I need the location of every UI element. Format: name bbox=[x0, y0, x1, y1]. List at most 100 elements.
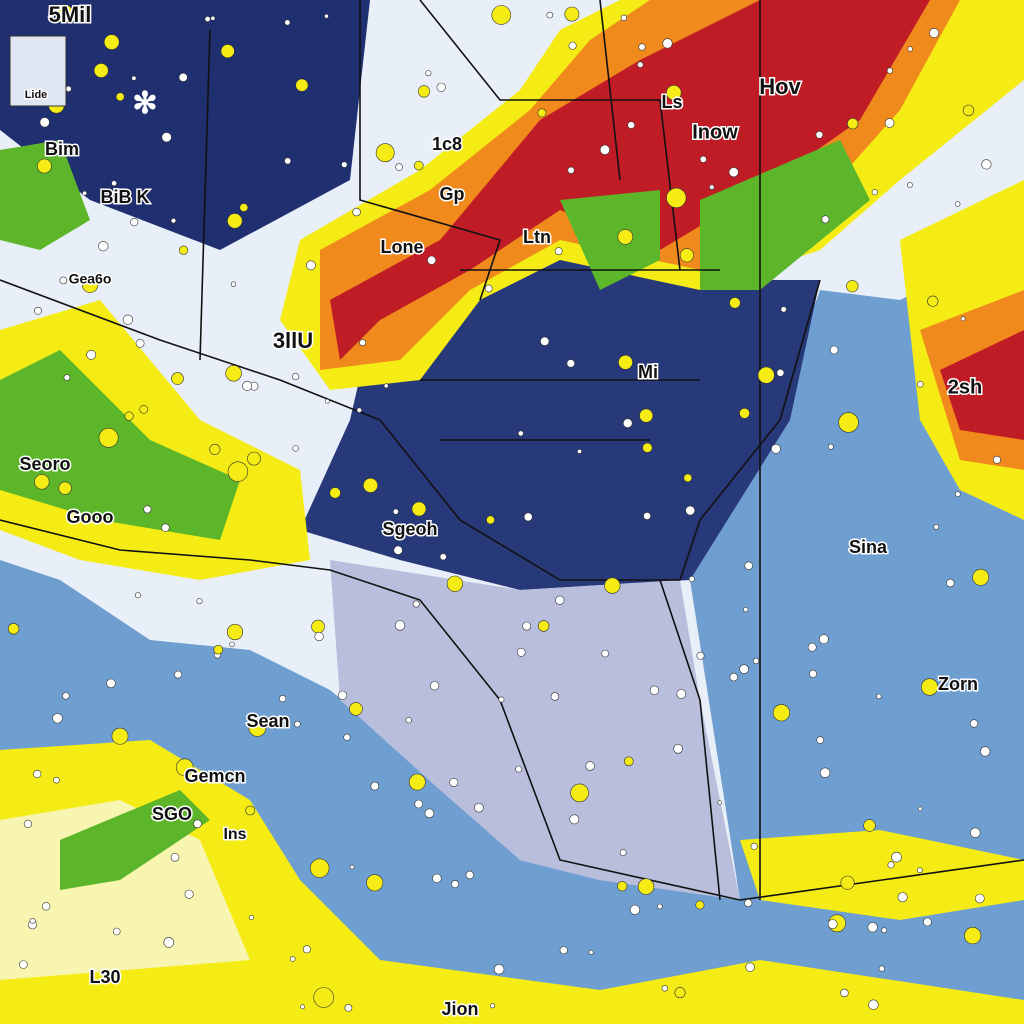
station-dot bbox=[886, 67, 894, 74]
place-label: Seoro bbox=[19, 454, 70, 474]
station-dot bbox=[884, 118, 895, 128]
place-labels: Bim BiB K Gea6o 1c8 Gp Lone Ltn 3llU Ls … bbox=[18, 72, 984, 1020]
station-dot bbox=[863, 819, 876, 832]
station-dot bbox=[362, 477, 378, 493]
station-dot bbox=[432, 873, 442, 883]
station-dot bbox=[106, 678, 116, 689]
station-dot bbox=[564, 6, 580, 22]
station-dot bbox=[295, 78, 309, 92]
station-dot bbox=[771, 443, 781, 454]
snow-zone-dark bbox=[0, 0, 370, 250]
station-dot bbox=[343, 733, 351, 741]
station-dot bbox=[161, 132, 172, 143]
station-dot bbox=[220, 44, 235, 59]
station-dot bbox=[974, 893, 985, 904]
station-dot bbox=[406, 243, 414, 251]
station-dot bbox=[284, 157, 292, 165]
station-dot bbox=[772, 704, 791, 722]
green-zone bbox=[0, 140, 90, 250]
station-dot bbox=[683, 473, 693, 483]
station-dot bbox=[517, 430, 524, 437]
station-dot bbox=[744, 898, 753, 907]
station-dot bbox=[408, 773, 426, 791]
station-dot bbox=[29, 917, 36, 924]
station-dot bbox=[53, 776, 60, 784]
snow-zone-light bbox=[330, 560, 740, 900]
station-dot bbox=[111, 180, 117, 187]
station-dot bbox=[946, 578, 955, 588]
station-dot bbox=[474, 802, 484, 813]
station-dot bbox=[37, 158, 52, 174]
station-dot bbox=[33, 769, 42, 779]
station-dot bbox=[247, 451, 261, 466]
red-zone bbox=[330, 0, 930, 360]
station-dot bbox=[174, 670, 182, 679]
station-dot bbox=[757, 366, 775, 384]
station-dot bbox=[414, 799, 424, 809]
station-dot bbox=[178, 245, 189, 255]
station-dot bbox=[550, 692, 560, 701]
station-dot bbox=[98, 241, 109, 252]
station-dot bbox=[750, 842, 758, 850]
place-label: Mi bbox=[638, 362, 658, 382]
place-label: SGO bbox=[152, 804, 192, 824]
station-dot bbox=[124, 411, 134, 421]
station-dot bbox=[412, 600, 420, 608]
place-label: Sean bbox=[246, 711, 289, 731]
place-label: Ltn bbox=[523, 227, 551, 247]
station-dot bbox=[685, 505, 696, 516]
station-dot bbox=[439, 553, 447, 561]
station-dot bbox=[493, 963, 505, 975]
green-zone bbox=[0, 350, 240, 540]
station-dot bbox=[446, 575, 464, 592]
border-line bbox=[0, 279, 680, 581]
place-label: Gooo bbox=[67, 507, 114, 527]
station-dot bbox=[302, 945, 311, 954]
station-dot bbox=[178, 72, 188, 82]
station-dot bbox=[752, 657, 760, 665]
station-dot bbox=[139, 404, 149, 414]
station-dot bbox=[585, 761, 595, 771]
place-label: Hov bbox=[759, 74, 801, 99]
station-dot bbox=[954, 201, 961, 207]
station-dot bbox=[729, 672, 738, 682]
station-dot bbox=[618, 354, 633, 370]
station-dot bbox=[245, 805, 256, 816]
station-dot bbox=[577, 448, 582, 454]
boundaries bbox=[0, 0, 1024, 901]
station-dot bbox=[62, 692, 70, 700]
badge-label: Lide bbox=[25, 89, 48, 101]
station-dot bbox=[213, 644, 224, 655]
station-dot bbox=[130, 218, 139, 227]
station-dot bbox=[65, 85, 72, 92]
place-label: 1c8 bbox=[432, 134, 462, 154]
station-dot bbox=[728, 167, 739, 178]
station-dot bbox=[7, 623, 20, 635]
station-dot bbox=[229, 641, 235, 648]
station-dot bbox=[313, 987, 335, 1008]
station-dot bbox=[695, 900, 705, 910]
station-dot bbox=[568, 41, 577, 50]
station-dot bbox=[227, 461, 249, 482]
coast-line bbox=[679, 279, 821, 581]
station-dot bbox=[311, 619, 325, 634]
station-dot bbox=[204, 16, 211, 23]
station-dot bbox=[86, 349, 97, 360]
station-dot bbox=[821, 215, 830, 224]
station-dot bbox=[58, 481, 72, 495]
place-label: Zorn bbox=[938, 674, 978, 694]
station-dot bbox=[450, 880, 459, 889]
station-dot bbox=[314, 631, 324, 642]
yellow-zone bbox=[740, 830, 1024, 920]
badge: Lide ✻ bbox=[9, 35, 159, 121]
station-dot bbox=[920, 678, 939, 696]
station-dot bbox=[929, 27, 940, 38]
station-dot bbox=[324, 398, 330, 404]
place-label: Jion bbox=[441, 999, 478, 1019]
station-dot bbox=[39, 117, 50, 128]
station-dot bbox=[93, 63, 109, 78]
station-dot bbox=[163, 937, 175, 948]
yellow-zone bbox=[0, 740, 1024, 1024]
